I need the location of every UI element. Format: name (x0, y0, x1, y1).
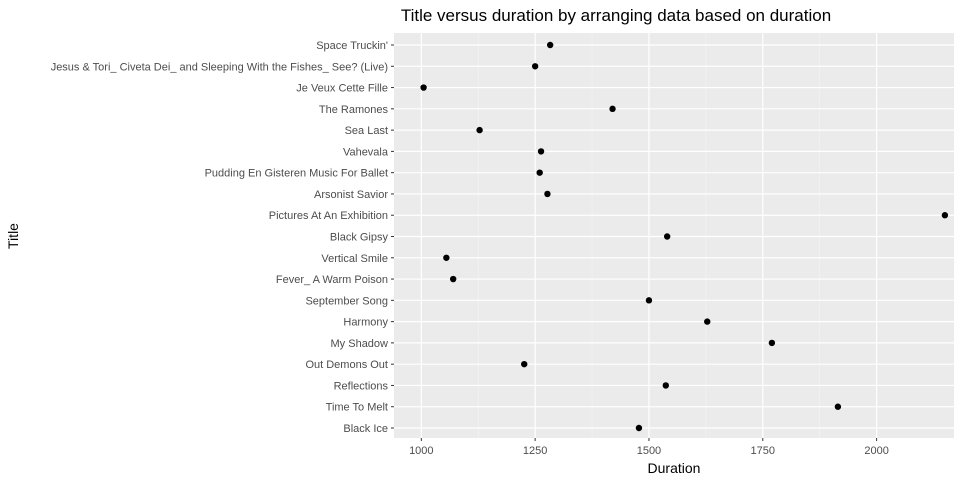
y-tick-label: Space Truckin' (316, 40, 388, 52)
y-tick-label: Black Ice (343, 423, 388, 435)
y-tick-labels: Space Truckin' Jesus & Tori_ Civeta Dei_ … (51, 40, 389, 435)
chart-title: Title versus duration by arranging data … (401, 6, 831, 25)
y-tick-label: Sea Last (345, 125, 388, 137)
axis-ticks (391, 44, 878, 441)
y-tick-label: Jesus & Tori_ Civeta Dei_ and Sleeping W… (51, 61, 388, 73)
data-point (834, 403, 842, 410)
data-point (645, 297, 653, 304)
y-tick-label: Time To Melt (326, 402, 388, 414)
data-point (420, 84, 427, 91)
y-tick-label: Pudding En Gisteren Music For Ballet (205, 168, 388, 180)
data-point (546, 41, 554, 49)
y-tick-label: Vertical Smile (321, 253, 388, 265)
data-point (476, 126, 483, 134)
x-tick-labels: 1000 1250 1500 1750 2000 (409, 445, 889, 457)
y-tick-label: My Shadow (331, 338, 389, 350)
y-tick-label: Pictures At An Exhibition (269, 210, 388, 222)
data-points (420, 41, 949, 432)
data-point (768, 339, 776, 347)
y-tick-label: Je Veux Cette Fille (296, 83, 388, 95)
y-tick-label: Harmony (343, 317, 388, 329)
y-tick-label: Reflections (334, 380, 389, 392)
x-tick-label: 2000 (864, 445, 888, 457)
major-gridlines (394, 33, 954, 438)
data-point (609, 105, 616, 113)
data-point (531, 63, 539, 70)
data-point (704, 318, 711, 325)
data-point (536, 169, 543, 176)
x-tick-label: 1500 (637, 445, 661, 457)
minor-gridlines (477, 33, 820, 438)
data-point (449, 275, 457, 283)
y-axis-title: Title (5, 223, 21, 249)
data-point (537, 148, 545, 155)
y-tick-label: Out Demons Out (305, 359, 388, 371)
y-tick-label: September Song (305, 295, 388, 307)
data-point (544, 190, 551, 198)
data-point (635, 424, 643, 432)
x-tick-label: 1750 (751, 445, 775, 457)
data-point (663, 233, 671, 240)
y-tick-label: The Ramones (319, 104, 389, 116)
x-axis-title: Duration (648, 460, 701, 476)
data-point (662, 382, 670, 389)
x-tick-label: 1250 (523, 445, 547, 457)
data-point (941, 212, 949, 219)
x-tick-label: 1000 (409, 445, 433, 457)
y-tick-label: Fever_ A Warm Poison (276, 274, 388, 286)
plot-panel (394, 33, 954, 438)
y-tick-label: Black Gipsy (330, 232, 389, 244)
y-tick-label: Vahevala (343, 146, 389, 158)
data-point (443, 254, 450, 261)
data-point (521, 360, 528, 368)
y-tick-label: Arsonist Savior (314, 189, 388, 201)
